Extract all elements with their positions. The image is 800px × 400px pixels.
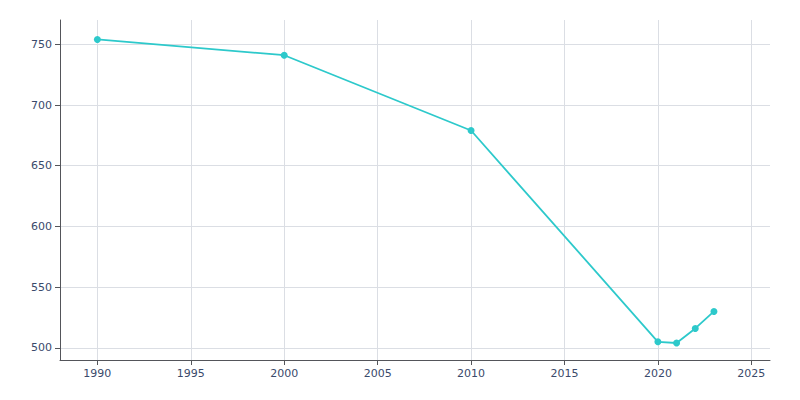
svg-text:600: 600 — [31, 220, 52, 233]
svg-text:650: 650 — [31, 159, 52, 172]
svg-text:2000: 2000 — [270, 367, 298, 380]
svg-text:550: 550 — [31, 281, 52, 294]
svg-text:1990: 1990 — [83, 367, 111, 380]
svg-text:700: 700 — [31, 99, 52, 112]
svg-text:750: 750 — [31, 38, 52, 51]
svg-text:500: 500 — [31, 341, 52, 354]
svg-text:1995: 1995 — [177, 367, 205, 380]
svg-text:2015: 2015 — [550, 367, 578, 380]
svg-text:2005: 2005 — [364, 367, 392, 380]
svg-text:2025: 2025 — [737, 367, 765, 380]
svg-text:2010: 2010 — [457, 367, 485, 380]
svg-text:2020: 2020 — [644, 367, 672, 380]
